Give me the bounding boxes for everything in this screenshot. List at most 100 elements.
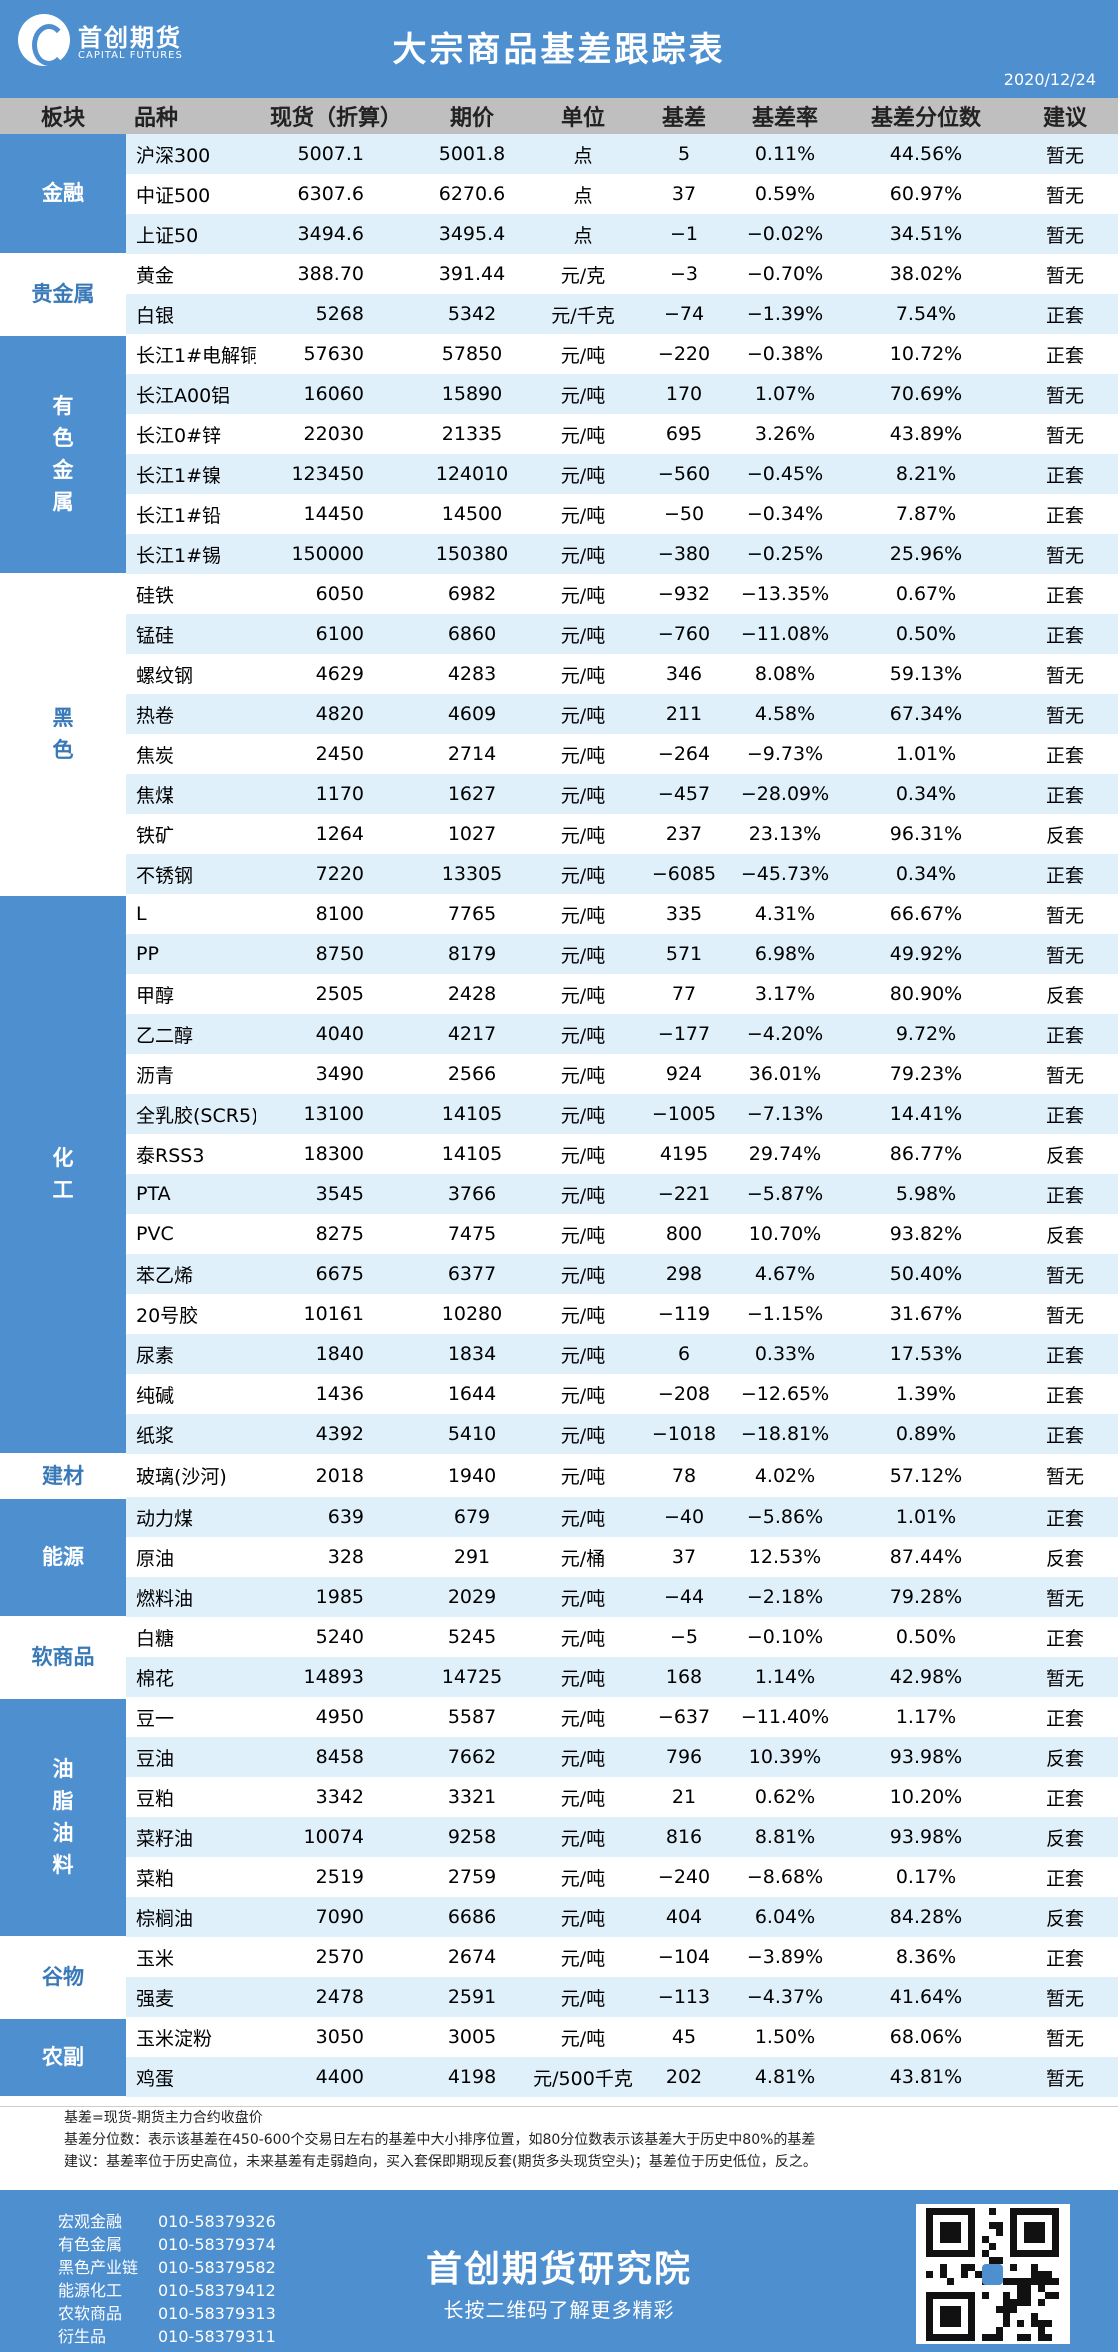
- spot-price: 5007.1: [256, 134, 416, 174]
- unit: 点: [528, 214, 638, 254]
- basis-percentile: 0.50%: [840, 614, 1012, 654]
- unit: 元/吨: [560, 1947, 606, 1970]
- spot-price: 3490: [315, 1063, 364, 1085]
- basis-percentile: 1.01%: [840, 1497, 1012, 1537]
- basis-percentile: 0.17%: [895, 1866, 957, 1888]
- basis: 45: [671, 2026, 697, 2048]
- commodity-name: 锰硅: [126, 614, 256, 654]
- basis: 800: [665, 1223, 703, 1245]
- spot-price: 6100: [256, 614, 416, 654]
- spot-price: 5240: [315, 1626, 364, 1648]
- suggestion: 正套: [1012, 294, 1118, 334]
- unit: 元/吨: [560, 584, 606, 607]
- spot-price: 123450: [256, 454, 416, 494]
- basis-rate: −0.10%: [746, 1626, 824, 1648]
- table-row: 长江0#锌 22030 21335 元/吨 695 3.26% 43.89% 暂无: [0, 414, 1118, 454]
- futures-price: 1940: [447, 1464, 497, 1487]
- basis-rate: −0.34%: [746, 503, 824, 525]
- table-row: 上证50 3494.6 3495.4 点 −1 −0.02% 34.51% 暂无: [0, 214, 1118, 254]
- basis-rate: −5.87%: [730, 1174, 840, 1214]
- basis-percentile: 49.92%: [840, 934, 1012, 974]
- spot-price: 388.70: [297, 263, 364, 285]
- basis-percentile: 68.06%: [889, 2026, 963, 2048]
- futures-price: 4283: [447, 663, 497, 685]
- suggestion: 暂无: [1045, 1304, 1084, 1327]
- unit: 元/吨: [528, 1577, 638, 1617]
- unit: 元/吨: [528, 774, 638, 814]
- basis-percentile: 93.98%: [840, 1817, 1012, 1857]
- basis-rate: −0.45%: [730, 454, 840, 494]
- basis-percentile: 44.56%: [840, 134, 1012, 174]
- spot-price: 6307.6: [297, 183, 364, 205]
- table-row: 有色金属长江1#电解铜 57630 57850 元/吨 −220 −0.38% 10.72%…: [0, 334, 1118, 576]
- sector-label: 金融: [0, 134, 126, 256]
- basis: −208: [657, 1383, 711, 1405]
- header-banner: 首创期货 CAPITAL FUTURES 大宗商品基差跟踪表 2020/12/2…: [0, 0, 1118, 98]
- basis: −104: [657, 1946, 711, 1968]
- futures-price: 6270.6: [438, 183, 506, 205]
- basis-rate: −1.15%: [746, 1303, 824, 1325]
- commodity-name: 中证500: [136, 184, 211, 207]
- table-header-row: 板块 品种 现货（折算） 期价 单位 基差 基差率 基差分位数 建议: [0, 98, 1118, 134]
- basis-rate: 10.70%: [748, 1223, 822, 1245]
- table-row: 甲醇 2505 2428 元/吨 77 3.17% 80.90% 反套: [0, 974, 1118, 1014]
- spot-price: 1985: [256, 1577, 416, 1617]
- suggestion: 正套: [1045, 1707, 1084, 1730]
- basis-rate: 8.81%: [730, 1817, 840, 1857]
- basis: −240: [657, 1866, 711, 1888]
- futures-price: 2674: [447, 1946, 497, 1968]
- table-row: 中证500 6307.6 6270.6 点 37 0.59% 60.97% 暂无: [0, 174, 1118, 214]
- futures-price: 1627: [416, 774, 528, 814]
- basis-rate: 4.02%: [754, 1464, 816, 1487]
- spot-price: 1436: [315, 1383, 364, 1405]
- basis-percentile: 9.72%: [840, 1014, 1012, 1054]
- basis-rate: −3.89%: [746, 1946, 824, 1968]
- basis-percentile: 31.67%: [889, 1303, 963, 1325]
- spot-price: 10161: [303, 1303, 364, 1325]
- unit: 元/千克: [528, 294, 638, 334]
- unit: 元/吨: [528, 854, 638, 894]
- basis: −50: [663, 503, 705, 525]
- sector-label: 能源: [0, 1497, 126, 1619]
- commodity-name: L: [136, 903, 147, 925]
- company-logo: 首创期货 CAPITAL FUTURES: [18, 14, 218, 74]
- spot-price: 3494.6: [256, 214, 416, 254]
- basis-rate: 10.39%: [730, 1737, 840, 1777]
- logo-subtext: CAPITAL FUTURES: [78, 50, 183, 61]
- basis-percentile: 57.12%: [889, 1464, 963, 1487]
- commodity-name: 沪深300: [126, 134, 256, 174]
- unit: 元/吨: [528, 1014, 638, 1054]
- commodity-name: 鸡蛋: [126, 2057, 256, 2097]
- table-row: 铁矿 1264 1027 元/吨 237 23.13% 96.31% 反套: [0, 814, 1118, 854]
- futures-price: 3495.4: [416, 214, 528, 254]
- contact-item: 黑色产业链 010-58379582: [58, 2258, 276, 2277]
- basis-percentile: 1.01%: [895, 743, 957, 765]
- suggestion: 暂无: [1012, 374, 1118, 414]
- unit: 元/吨: [528, 1977, 638, 2017]
- spot-price: 8100: [315, 903, 364, 925]
- footer-title: 首创期货研究院: [425, 2249, 692, 2290]
- basis-percentile: 84.28%: [840, 1897, 1012, 1937]
- suggestion: 暂无: [1012, 934, 1118, 974]
- basis: 168: [638, 1657, 730, 1697]
- basis: 211: [638, 694, 730, 734]
- futures-price: 124010: [416, 454, 528, 494]
- spot-price: 10074: [256, 1817, 416, 1857]
- table-row: 锰硅 6100 6860 元/吨 −760 −11.08% 0.50% 正套: [0, 614, 1118, 654]
- suggestion: 正套: [1045, 504, 1084, 527]
- basis-rate: 1.14%: [730, 1657, 840, 1697]
- qr-code-icon[interactable]: [916, 2204, 1070, 2344]
- suggestion: 暂无: [1012, 1977, 1118, 2017]
- basis-rate: −12.65%: [740, 1383, 830, 1405]
- futures-price: 6860: [416, 614, 528, 654]
- suggestion: 暂无: [1012, 534, 1118, 574]
- futures-price: 2714: [447, 743, 497, 765]
- commodity-name: 焦煤: [126, 774, 256, 814]
- commodity-name: 硅铁: [136, 584, 175, 607]
- suggestion: 正套: [1012, 1094, 1118, 1134]
- basis-percentile: 79.23%: [889, 1063, 963, 1085]
- commodity-name: 甲醇: [136, 984, 175, 1007]
- unit: 元/吨: [560, 1144, 606, 1167]
- unit: 元/吨: [528, 1094, 638, 1134]
- basis-percentile: 70.69%: [840, 374, 1012, 414]
